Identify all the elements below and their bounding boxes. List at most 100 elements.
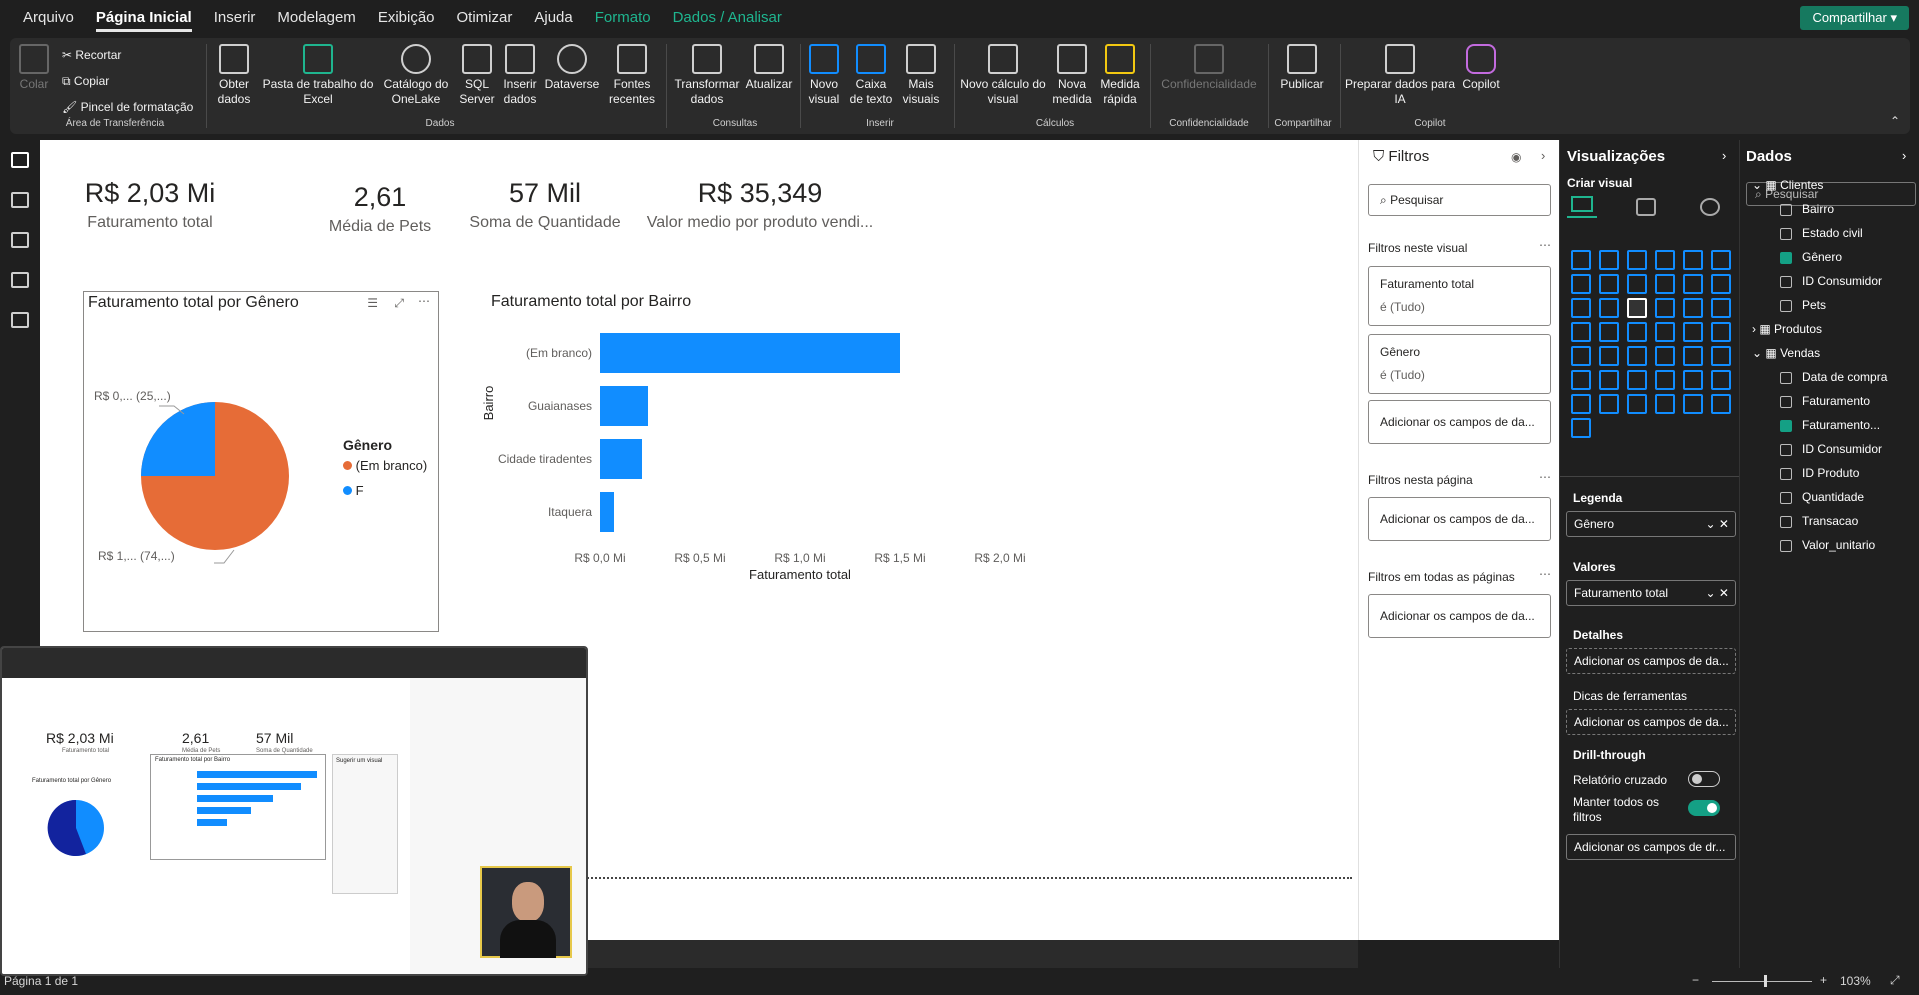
visual-type-icon[interactable] [1571,298,1591,318]
field-checkbox[interactable] [1780,300,1792,312]
visual-type-icon[interactable] [1599,346,1619,366]
field-item[interactable]: ID Consumidor [1802,274,1882,288]
field-item[interactable]: Transacao [1802,514,1858,528]
collapse-data-icon[interactable]: › [1902,148,1907,163]
visual-type-icon[interactable] [1683,346,1703,366]
new-measure-button[interactable]: Nova medida [1050,44,1094,107]
visual-type-icon[interactable] [1627,274,1647,294]
field-checkbox[interactable] [1780,396,1792,408]
focus-mode-icon[interactable]: ⤢ [394,296,404,310]
field-checkbox[interactable] [1780,372,1792,384]
field-item[interactable]: Bairro [1802,202,1834,216]
format-painter-button[interactable]: 🖌 Pincel de formatação [62,100,194,114]
model-view-icon[interactable] [11,232,29,248]
field-checkbox[interactable] [1780,276,1792,288]
fit-page-icon[interactable]: ⤢ [1890,973,1900,987]
report-view-icon[interactable] [11,152,29,168]
visual-type-icon[interactable] [1711,298,1731,318]
copy-button[interactable]: ⧉ Copiar [62,74,110,88]
pie-slice-f[interactable] [141,402,215,476]
visual-type-icon[interactable] [1571,394,1591,414]
excel-button[interactable]: Pasta de trabalho do Excel [260,44,376,107]
copilot-button[interactable]: Copilot [1456,44,1506,92]
field-item[interactable]: Quantidade [1802,490,1864,504]
share-button[interactable]: Compartilhar ▾ [1800,6,1909,30]
visual-type-icon[interactable] [1711,394,1731,414]
visual-type-icon[interactable] [1571,346,1591,366]
paste-button[interactable]: Colar [16,44,52,92]
visual-type-icon[interactable] [1599,394,1619,414]
visual-type-icon[interactable] [1627,346,1647,366]
visual-type-icon[interactable] [1627,370,1647,390]
tmdl-view-icon[interactable] [11,312,29,328]
bar-chart-visual[interactable]: Faturamento total por Bairro (Em branco)… [480,291,1120,611]
cross-report-toggle[interactable] [1688,771,1720,787]
onelake-button[interactable]: Catálogo do OneLake [380,44,452,107]
table-clientes[interactable]: ⌄ ▦ Clientes [1752,178,1823,192]
visual-type-icon[interactable] [1655,250,1675,270]
visual-type-icon[interactable] [1683,298,1703,318]
visual-type-icon[interactable] [1655,346,1675,366]
visual-type-icon[interactable] [1683,394,1703,414]
menu-otimizar[interactable]: Otimizar [456,9,513,26]
bar[interactable] [600,333,900,373]
expand-icon[interactable]: ⌄ [1752,178,1766,192]
data-search-input[interactable]: ⌕ Pesquisar [1746,182,1916,206]
quick-measure-button[interactable]: Medida rápida [1096,44,1144,107]
visual-type-icon[interactable] [1683,322,1703,342]
filters-search-input[interactable]: ⌕ Pesquisar [1368,184,1551,216]
remove-field-icon[interactable]: ⌄ ✕ [1705,517,1729,531]
more-icon[interactable]: ⋯ [1539,238,1551,252]
filter-drop-zone-page[interactable]: Adicionar os campos de da... [1368,497,1551,541]
visual-type-icon[interactable] [1571,322,1591,342]
tooltips-drop-zone[interactable]: Adicionar os campos de da... [1566,709,1736,735]
visual-type-icon[interactable] [1599,274,1619,294]
legend-item-em-branco[interactable]: (Em branco) [343,458,427,473]
field-checkbox[interactable] [1780,204,1792,216]
expand-icon[interactable]: ⌄ [1752,346,1766,360]
visual-type-icon[interactable] [1571,418,1591,438]
field-item[interactable]: ID Consumidor [1802,442,1882,456]
field-checkbox[interactable] [1780,228,1792,240]
analytics-tab[interactable] [1700,198,1720,216]
get-data-button[interactable]: Obter dados [212,44,256,107]
visual-type-icon[interactable] [1683,370,1703,390]
kpi-card-faturamento[interactable]: R$ 2,03 Mi Faturamento total [60,176,240,232]
visual-type-icon[interactable] [1655,322,1675,342]
visual-type-icon[interactable] [1599,322,1619,342]
collapse-viz-icon[interactable]: › [1722,148,1727,163]
more-options-icon[interactable]: ⋯ [418,294,430,308]
pie-chart-visual[interactable]: Faturamento total por Gênero ☰ ⤢ ⋯ R$ 0,… [83,291,439,632]
field-item[interactable]: Faturamento [1802,394,1870,408]
menu-formato[interactable]: Formato [594,9,651,26]
collapse-filters-icon[interactable]: › [1541,148,1546,163]
legend-well-field[interactable]: Gênero ⌄ ✕ [1566,511,1736,537]
zoom-in-button[interactable]: + [1820,973,1828,987]
dax-query-view-icon[interactable] [11,272,29,288]
dataverse-button[interactable]: Dataverse [544,44,600,92]
visual-type-icon[interactable] [1655,370,1675,390]
visual-type-icon[interactable] [1655,394,1675,414]
recent-sources-button[interactable]: Fontes recentes [602,44,662,107]
visual-type-icon[interactable] [1599,250,1619,270]
field-item[interactable]: Faturamento... [1802,418,1880,432]
bar[interactable] [600,439,642,479]
details-drop-zone[interactable]: Adicionar os campos de da... [1566,648,1736,674]
filter-card-genero[interactable]: Gênero é (Tudo) [1368,334,1551,394]
table-view-icon[interactable] [11,192,29,208]
menu-inserir[interactable]: Inserir [213,9,256,26]
menu-exibicao[interactable]: Exibição [377,9,435,26]
transform-button[interactable]: Transformar dados [670,44,744,107]
eye-icon[interactable]: ◉ [1511,150,1522,164]
kpi-card-pets[interactable]: 2,61 Média de Pets [305,180,455,236]
field-item[interactable]: Valor_unitario [1802,538,1875,552]
more-icon[interactable]: ⋯ [1539,567,1551,581]
filter-drop-zone-visual[interactable]: Adicionar os campos de da... [1368,400,1551,444]
visual-type-icon[interactable] [1711,370,1731,390]
remove-field-icon[interactable]: ⌄ ✕ [1705,586,1729,600]
field-item[interactable]: Gênero [1802,250,1842,264]
visual-type-icon[interactable] [1571,370,1591,390]
kpi-card-valor-medio[interactable]: R$ 35,349 Valor medio por produto vendi.… [640,176,880,232]
field-item[interactable]: Pets [1802,298,1826,312]
enter-data-button[interactable]: Inserir dados [498,44,542,107]
